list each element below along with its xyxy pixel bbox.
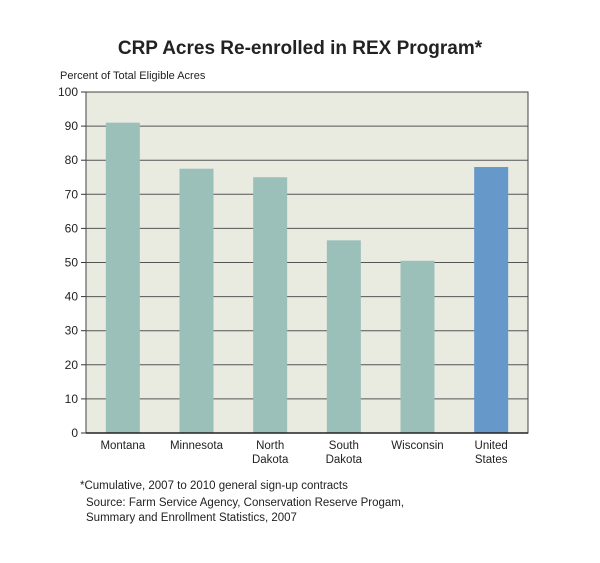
bar xyxy=(105,122,140,433)
footnote: *Cumulative, 2007 to 2010 general sign-u… xyxy=(80,480,348,492)
y-tick-label: 30 xyxy=(65,324,79,338)
x-category-label: South xyxy=(329,440,359,452)
y-tick-label: 90 xyxy=(65,119,79,133)
y-tick-label: 70 xyxy=(65,187,79,201)
bar-chart: 0 10 20 30 40 50 60 70 80 90 100 Montana Minnesota N… xyxy=(58,85,529,466)
x-category-label: Minnesota xyxy=(170,440,224,452)
y-axis-label: Percent of Total Eligible Acres xyxy=(60,70,206,82)
bar xyxy=(400,260,435,433)
y-tick-label: 40 xyxy=(65,290,79,304)
bar xyxy=(179,168,214,433)
y-tick-label: 60 xyxy=(65,221,79,235)
x-category-label: States xyxy=(475,454,508,466)
y-tick-label: 50 xyxy=(65,256,79,270)
y-tick-label: 0 xyxy=(71,426,78,440)
source-line-2: Summary and Enrollment Statistics, 2007 xyxy=(86,512,297,524)
x-category-label: Dakota xyxy=(252,454,289,466)
y-tick-label: 20 xyxy=(65,358,79,372)
x-category-label: North xyxy=(256,440,284,452)
bar xyxy=(253,177,288,433)
bar xyxy=(474,167,509,433)
y-tick-label: 80 xyxy=(65,153,79,167)
bar xyxy=(326,240,361,433)
source-note: Source: Farm Service Agency, Conservatio… xyxy=(86,496,486,526)
chart-title: CRP Acres Re-enrolled in REX Program* xyxy=(117,38,483,59)
y-tick-label: 100 xyxy=(58,85,78,99)
source-line-1: Source: Farm Service Agency, Conservatio… xyxy=(86,497,405,509)
x-category-label: Wisconsin xyxy=(391,440,443,452)
x-category-label: Dakota xyxy=(326,454,363,466)
x-category-label: Montana xyxy=(100,440,145,452)
y-tick-label: 10 xyxy=(65,392,79,406)
x-category-label: United xyxy=(475,440,508,452)
